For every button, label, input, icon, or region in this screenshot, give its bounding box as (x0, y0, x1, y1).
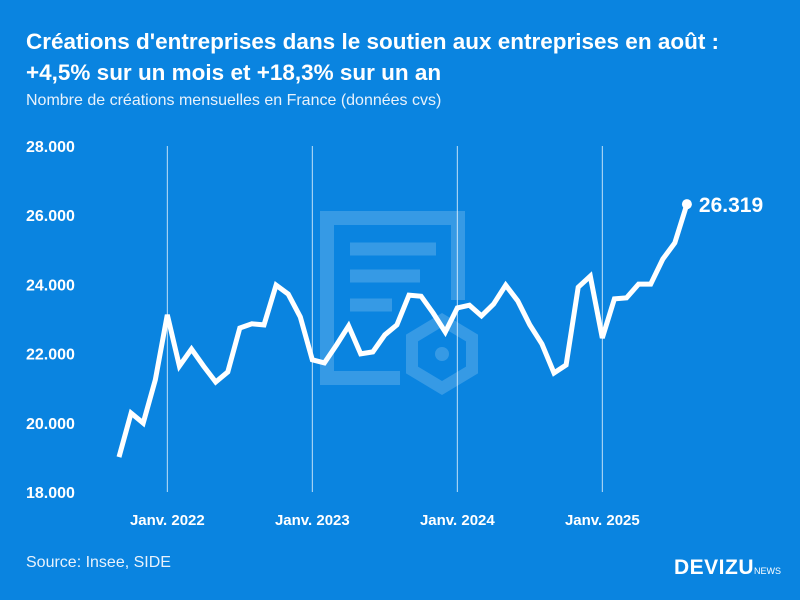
x-tick-label: Janv. 2024 (420, 512, 495, 529)
chart-subtitle: Nombre de créations mensuelles en France… (26, 92, 442, 109)
watermark-document-icon (320, 211, 478, 395)
x-tick-label: Janv. 2022 (130, 512, 205, 529)
y-tick-label: 20.000 (26, 416, 75, 433)
y-tick-label: 24.000 (26, 277, 75, 294)
y-tick-label: 22.000 (26, 347, 75, 364)
devizu-logo: DEVIZUNEWS (674, 556, 781, 580)
y-tick-label: 18.000 (26, 485, 75, 502)
x-tick-label: Janv. 2025 (565, 512, 640, 529)
last-value-label: 26.319 (699, 194, 763, 217)
title-line-2: +4,5% sur un mois et +18,3% sur un an (26, 60, 442, 85)
source-note: Source: Insee, SIDE (26, 554, 171, 571)
chart-title: Créations d'entreprises dans le soutien … (26, 26, 786, 88)
x-tick-label: Janv. 2023 (275, 512, 350, 529)
series-line (116, 203, 690, 458)
y-tick-label: 28.000 (26, 139, 75, 156)
logo-suffix: NEWS (754, 566, 782, 576)
y-tick-label: 26.000 (26, 208, 75, 225)
logo-text: DEVIZU (674, 556, 755, 579)
title-line-1: Créations d'entreprises dans le soutien … (26, 29, 720, 54)
last-point-marker (681, 199, 692, 210)
